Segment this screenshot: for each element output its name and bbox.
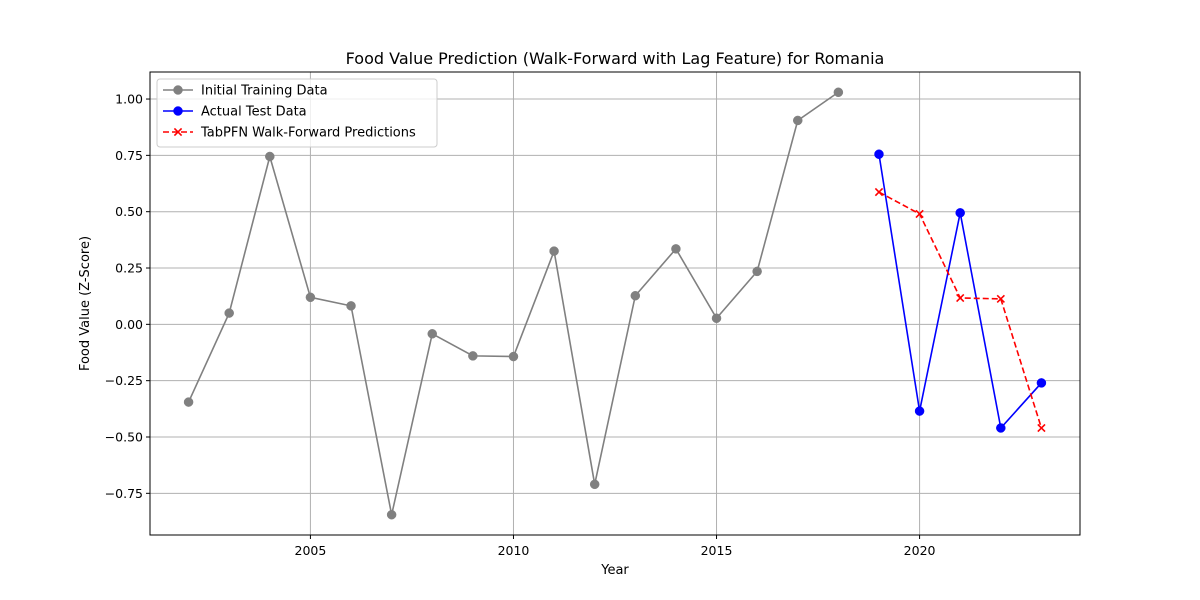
data-point [589, 479, 600, 490]
series-2 [874, 149, 1047, 433]
data-point [711, 313, 722, 324]
series-3 [874, 187, 1046, 433]
series-line [878, 154, 1043, 430]
x-tick-label: 2015 [701, 543, 733, 558]
data-point [955, 208, 965, 218]
chart-title: Food Value Prediction (Walk-Forward with… [346, 49, 885, 68]
legend-label: TabPFN Walk-Forward Predictions [200, 126, 416, 141]
plot-area-frame [149, 71, 1081, 536]
legend: Initial Training Data Actual Test Data Tab… [156, 78, 438, 148]
x-tick-label: 2020 [904, 543, 936, 558]
data-point [427, 329, 437, 339]
x-tick-label: 2005 [295, 543, 327, 558]
tick-layer: 2005 2010 2015 2020 −0.75 −0.50 −0.25 0.00 0.25 0… [105, 92, 936, 558]
data-point [468, 351, 478, 361]
data-point [508, 351, 519, 362]
data-point [752, 266, 762, 277]
data-point [630, 290, 641, 301]
data-point [1037, 423, 1046, 433]
x-axis-label: Year [600, 563, 629, 578]
data-point [996, 423, 1006, 433]
data-point [386, 509, 397, 520]
data-point [549, 246, 559, 256]
data-point [793, 115, 803, 126]
data-point [671, 244, 681, 254]
series-layer [183, 87, 1047, 520]
data-point [305, 292, 316, 303]
y-tick-label: 1.00 [115, 92, 143, 107]
data-point [833, 87, 844, 98]
y-tick-label: 0.25 [115, 261, 143, 276]
data-point [224, 308, 234, 318]
legend-marker [173, 106, 183, 116]
y-axis-label: Food Value (Z-Score) [78, 236, 93, 371]
data-point [914, 406, 925, 416]
series-1 [183, 87, 844, 520]
data-point [183, 397, 194, 407]
x-tick-label: 2010 [498, 543, 530, 558]
data-point [915, 209, 924, 219]
data-point [346, 301, 356, 311]
legend-marker [173, 85, 183, 95]
data-point [1036, 378, 1047, 388]
legend-label: Actual Test Data [201, 105, 307, 120]
y-tick-label: −0.50 [105, 429, 143, 444]
data-point [265, 151, 275, 162]
y-tick-label: −0.25 [105, 373, 143, 388]
data-point [996, 294, 1005, 304]
legend-label: Initial Training Data [201, 84, 328, 99]
data-point [956, 293, 965, 303]
data-point [874, 149, 884, 159]
data-point [874, 187, 884, 197]
legend-marker [173, 127, 183, 137]
y-tick-label: 0.00 [115, 317, 143, 332]
legend-box [156, 78, 438, 148]
y-tick-label: 0.75 [115, 148, 143, 163]
y-tick-label: 0.50 [115, 204, 143, 219]
y-tick-label: −0.75 [105, 486, 143, 501]
